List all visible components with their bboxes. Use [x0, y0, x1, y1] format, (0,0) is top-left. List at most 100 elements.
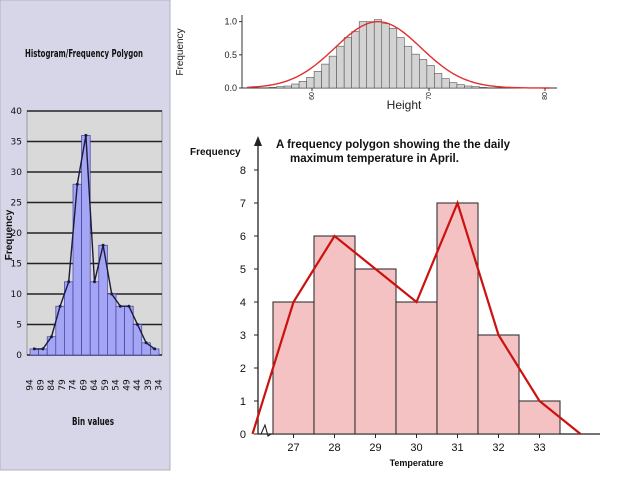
histogram-bar: [72, 183, 82, 356]
histogram-bar: [276, 86, 285, 89]
histogram-bar: [46, 336, 57, 356]
histogram-bar: [426, 65, 435, 89]
y-tick-label: 0.0: [224, 83, 237, 93]
y-tick-label: 10: [11, 290, 23, 300]
y-tick-label: 4: [240, 297, 246, 309]
y-tick-label: 1.0: [224, 17, 237, 27]
x-tick-label: 34: [155, 379, 165, 391]
y-tick-label: 25: [11, 199, 22, 209]
y-tick-label: 5: [240, 264, 246, 276]
x-tick-label: 59: [101, 379, 111, 391]
histogram-bar: [55, 305, 65, 356]
histogram-bar: [358, 21, 368, 89]
normal-density-curve: [246, 21, 550, 89]
polygon-point: [144, 341, 148, 345]
x-tick-label: 31: [451, 442, 463, 454]
x-tick-label: 39: [144, 379, 154, 391]
polygon-point: [84, 133, 88, 137]
histogram-bar: [268, 87, 277, 89]
polygon-point: [50, 335, 53, 339]
y-tick-label: 7: [240, 198, 246, 210]
x-tick-label: 30: [410, 442, 422, 454]
height-histogram-panel: 0.0 0.5 1.0 Frequency 60 70 80 Height: [172, 0, 572, 114]
y-tick-label: 15: [11, 260, 22, 270]
histogram-bar: [132, 324, 143, 356]
histogram-bar: [434, 73, 443, 89]
histogram-bar: [464, 85, 473, 89]
histogram-bar: [291, 83, 300, 89]
y-axis-label: Frequency: [175, 28, 186, 75]
x-tick-label: 89: [36, 379, 46, 391]
polygon-point: [32, 347, 36, 351]
x-tick-label: 84: [47, 379, 57, 391]
histogram-bar: [395, 301, 438, 435]
histogram-bar: [456, 84, 465, 89]
histogram-bar: [441, 78, 450, 89]
y-tick-label: 6: [240, 231, 246, 243]
polygon-point: [153, 347, 157, 351]
histogram-bar: [354, 268, 397, 435]
x-axis-label: Bin values: [72, 415, 114, 428]
x-tick-label: 94: [26, 379, 36, 391]
y-tick-label: 2: [240, 363, 246, 375]
polygon-point: [93, 280, 96, 284]
axis-break-zigzag: [260, 423, 272, 437]
main-chart-svg: Frequency A frequency polygon showing the…: [190, 136, 600, 468]
y-tick-label: 5: [16, 321, 22, 331]
x-tick-label: 74: [69, 379, 79, 391]
x-tick-label: 54: [112, 379, 122, 391]
y-tick-label: 1: [240, 396, 246, 408]
x-tick-label: 49: [122, 379, 132, 391]
histogram-bar: [81, 135, 91, 356]
polygon-point: [110, 292, 114, 296]
y-tick-label: 0.5: [224, 50, 237, 60]
y-tick-label: 40: [11, 107, 23, 117]
histogram-frequency-polygon-panel: Histogram/Frequency Polygon 0 5 10 15 20 25 30 3…: [0, 0, 175, 475]
x-tick-label: 80: [542, 92, 549, 100]
y-tick-label: 35: [11, 138, 22, 148]
histogram-bar: [313, 71, 322, 89]
histogram-bar: [381, 23, 390, 89]
polygon-point: [101, 243, 105, 247]
histogram-bar: [321, 63, 330, 89]
y-axis-label: Frequency: [190, 147, 241, 158]
chart-title-line-1: A frequency polygon showing the the dail…: [276, 139, 511, 151]
x-tick-label: 27: [287, 442, 299, 454]
y-tick-label: 30: [11, 168, 23, 178]
x-tick-label: 64: [90, 379, 100, 391]
polygon-point: [41, 347, 45, 351]
x-tick-label: 29: [369, 442, 381, 454]
y-tick-label: 0: [16, 351, 22, 361]
polygon-point: [136, 323, 139, 326]
histogram-bar: [396, 37, 405, 89]
y-tick-label: 3: [240, 330, 246, 342]
y-tick-label: 20: [11, 229, 23, 239]
histogram-bar: [518, 400, 561, 435]
x-tick-label: 70: [426, 92, 433, 100]
histogram-bar: [115, 305, 125, 356]
y-axis-arrow: [254, 136, 262, 146]
x-axis-label: Height: [387, 98, 422, 112]
temperature-frequency-polygon-panel: Frequency A frequency polygon showing the…: [190, 132, 620, 477]
chart-title: Histogram/Frequency Polygon: [25, 47, 143, 60]
histogram-bar: [64, 281, 74, 356]
x-axis-label: Temperature: [390, 458, 444, 468]
histogram-bar: [328, 55, 337, 89]
histogram-bar: [404, 45, 413, 89]
y-tick-label: 0: [240, 429, 246, 441]
polygon-point: [127, 304, 131, 308]
histogram-bar: [471, 86, 480, 89]
histogram-bar: [343, 37, 352, 89]
histogram-bar: [477, 334, 520, 435]
histogram-bar: [351, 31, 360, 89]
x-tick-label: 69: [79, 379, 89, 391]
histogram-bar: [373, 19, 383, 89]
polygon-point: [75, 182, 79, 186]
histogram-bar: [411, 53, 420, 89]
histogram-bar: [107, 293, 117, 356]
histogram-bar: [449, 82, 458, 89]
histogram-bar: [336, 45, 345, 89]
histogram-bar: [89, 281, 100, 356]
histogram-bar: [388, 27, 398, 89]
x-tick-label: 79: [58, 379, 68, 391]
